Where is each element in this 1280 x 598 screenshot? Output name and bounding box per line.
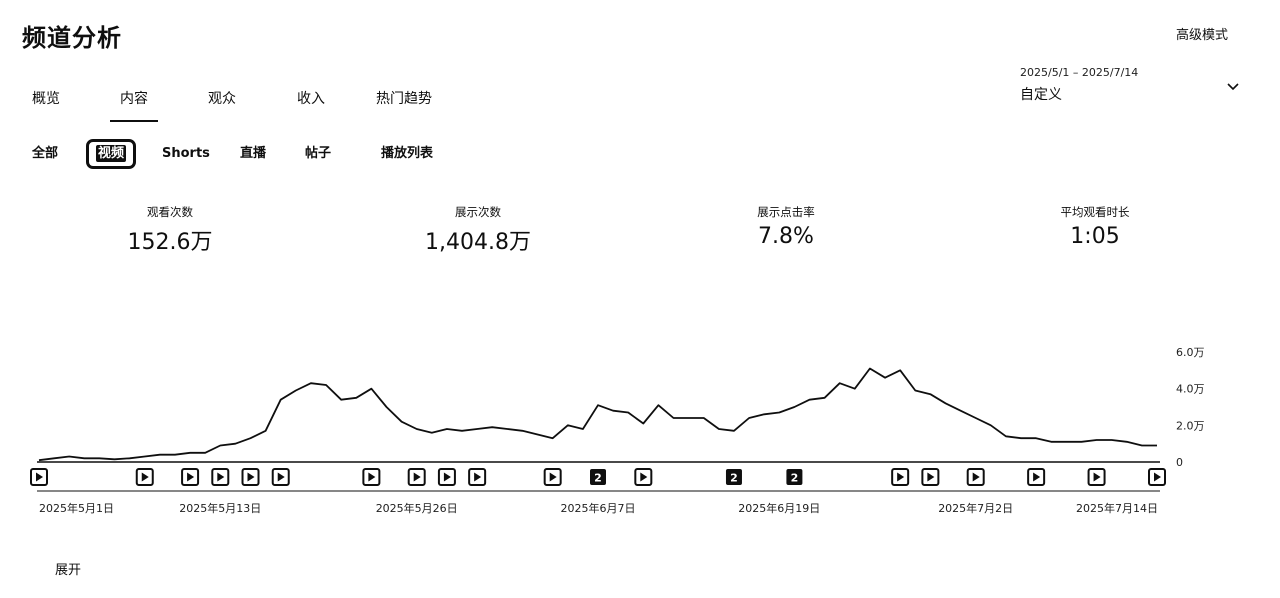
tab-overview[interactable]: 概览 (32, 91, 60, 107)
tab-content[interactable]: 内容 (110, 88, 158, 122)
play-icon (1154, 472, 1161, 482)
play-icon (927, 472, 935, 482)
marker-count: 2 (791, 472, 799, 485)
play-icon (474, 472, 482, 482)
video-published-marker[interactable] (135, 468, 154, 486)
video-published-marker[interactable] (468, 468, 487, 486)
subtab-posts[interactable]: 帖子 (305, 146, 332, 161)
video-published-marker[interactable] (966, 468, 985, 486)
video-published-marker[interactable] (921, 468, 940, 486)
views-line-chart[interactable]: 0 2.0万 4.0万 6.0万 2 2 2 2025年5月1日 2025年5月13日 2025年… (0, 330, 1280, 530)
play-icon (413, 472, 421, 482)
video-published-marker[interactable] (634, 468, 653, 486)
metric-label: 展示次数 (455, 205, 501, 219)
play-icon (36, 472, 43, 482)
play-icon (368, 472, 376, 482)
x-date-label: 2025年7月14日 (1076, 501, 1158, 515)
y-tick-label: 0 (1176, 456, 1183, 469)
metric-ctr[interactable]: 展示点击率 7.8% (686, 204, 886, 249)
play-icon (187, 472, 195, 482)
subtab-shorts[interactable]: Shorts (162, 146, 210, 161)
tab-revenue[interactable]: 收入 (297, 91, 325, 107)
marker-count: 2 (730, 472, 738, 485)
y-tick-label: 6.0万 (1176, 346, 1205, 359)
subtab-live[interactable]: 直播 (240, 146, 267, 161)
metric-label: 观看次数 (147, 205, 193, 219)
metric-impressions[interactable]: 展示次数 1,404.8万 (378, 204, 578, 256)
tab-trends[interactable]: 热门趋势 (376, 91, 432, 107)
play-icon (443, 472, 451, 482)
page-title: 频道分析 (22, 24, 122, 52)
x-date-label: 2025年6月7日 (561, 501, 636, 515)
metric-value: 1,404.8万 (425, 230, 531, 255)
subtab-videos-label: 视频 (96, 145, 127, 162)
video-published-marker[interactable] (1148, 468, 1166, 486)
play-icon (1033, 472, 1041, 482)
multi-video-marker[interactable]: 2 (786, 469, 803, 485)
metric-label: 展示点击率 (757, 205, 815, 219)
video-published-marker[interactable] (543, 468, 562, 486)
play-icon (549, 472, 557, 482)
play-icon (217, 472, 225, 482)
video-published-marker[interactable] (362, 468, 381, 486)
video-published-marker[interactable] (437, 468, 456, 486)
subtab-playlists[interactable]: 播放列表 (381, 146, 434, 161)
x-date-label: 2025年5月1日 (39, 501, 114, 515)
metric-value: 152.6万 (127, 230, 213, 255)
play-icon (277, 472, 285, 482)
x-date-label: 2025年7月2日 (938, 501, 1013, 515)
play-icon (897, 472, 905, 482)
metric-avg-view-duration[interactable]: 平均观看时长 1:05 (995, 204, 1195, 249)
x-date-label: 2025年5月26日 (376, 501, 458, 515)
y-tick-label: 2.0万 (1176, 419, 1205, 432)
chevron-down-icon[interactable] (1226, 80, 1240, 94)
date-range-text: 2025/5/1 – 2025/7/14 (1020, 66, 1139, 79)
video-published-marker[interactable] (30, 468, 48, 486)
play-icon (640, 472, 648, 482)
video-published-marker[interactable] (1027, 468, 1046, 486)
x-date-label: 2025年6月19日 (738, 501, 820, 515)
x-date-label: 2025年5月13日 (179, 501, 261, 515)
play-icon (972, 472, 980, 482)
video-published-marker[interactable] (891, 468, 910, 486)
metric-views[interactable]: 观看次数 152.6万 (70, 204, 270, 256)
y-tick-label: 4.0万 (1176, 383, 1205, 396)
video-published-marker[interactable] (241, 468, 260, 486)
subtab-videos[interactable]: 视频 (86, 139, 137, 169)
video-published-marker[interactable] (211, 468, 230, 486)
video-published-marker[interactable] (181, 468, 200, 486)
video-published-marker[interactable] (271, 468, 290, 486)
advanced-mode-button[interactable]: 高级模式 (1176, 28, 1229, 43)
tab-audience[interactable]: 观众 (208, 91, 236, 107)
metric-value: 1:05 (1070, 224, 1120, 249)
play-icon (141, 472, 149, 482)
expand-button[interactable]: 展开 (55, 563, 82, 578)
metric-value: 7.8% (758, 224, 814, 249)
video-published-marker[interactable] (407, 468, 426, 486)
marker-count: 2 (594, 472, 602, 485)
date-range-selector[interactable]: 2025/5/1 – 2025/7/14 自定义 (1020, 66, 1138, 104)
date-range-preset: 自定义 (1020, 87, 1062, 103)
views-series-line (38, 367, 1157, 462)
video-published-marker[interactable] (1087, 468, 1106, 486)
subtab-all[interactable]: 全部 (32, 146, 59, 161)
multi-video-marker[interactable]: 2 (725, 469, 742, 485)
play-icon (247, 472, 255, 482)
multi-video-marker[interactable]: 2 (590, 469, 606, 485)
play-icon (1093, 472, 1101, 482)
metric-label: 平均观看时长 (1060, 205, 1130, 219)
